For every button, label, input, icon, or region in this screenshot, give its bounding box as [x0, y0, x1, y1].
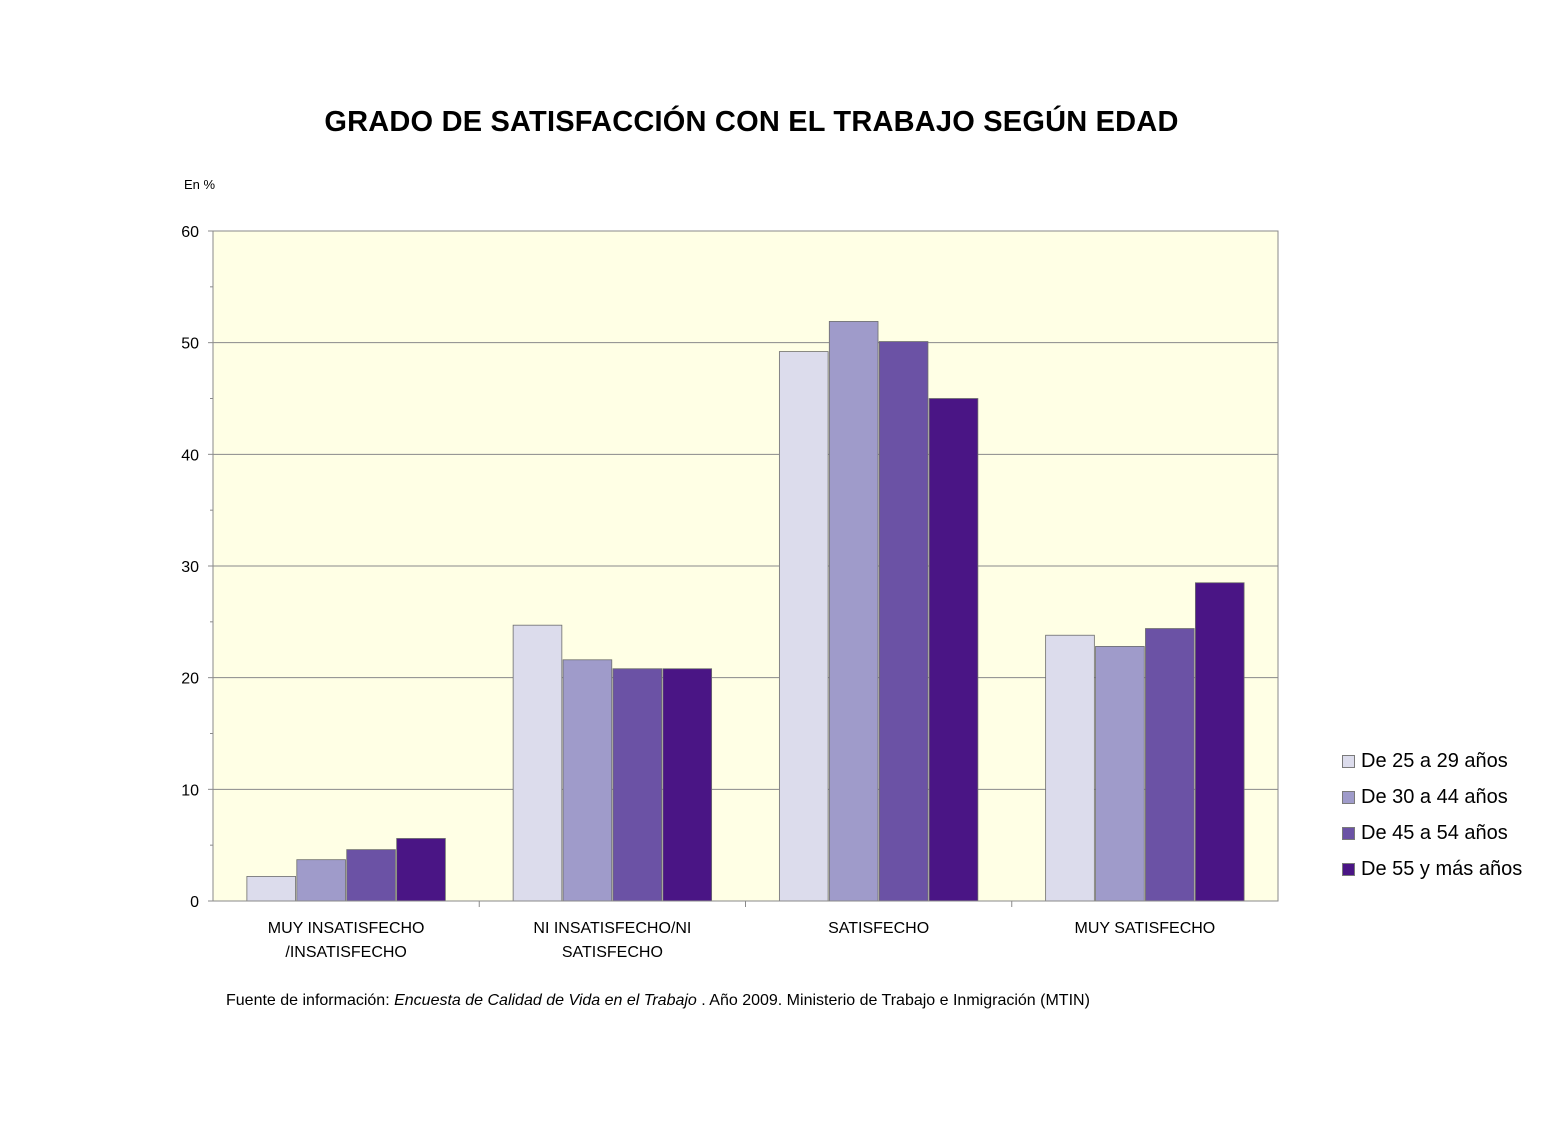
legend-label: De 45 a 54 años	[1361, 821, 1508, 844]
source-survey-title: Encuesta de Calidad de Vida en el Trabaj…	[394, 992, 697, 1009]
legend-swatch	[1342, 754, 1355, 768]
y-axis-unit-label: En %	[184, 177, 216, 192]
bar	[778, 351, 829, 902]
bar	[246, 876, 297, 902]
bar	[1095, 646, 1145, 902]
y-tick-label: 0	[190, 894, 199, 911]
bar	[1045, 634, 1095, 902]
x-tick-label: NI INSATISFECHO/NI	[533, 920, 691, 937]
x-tick-label: MUY INSATISFECHO	[268, 920, 425, 937]
legend-swatch	[1342, 826, 1355, 840]
bar	[828, 321, 879, 902]
legend-item: De 30 a 44 años	[1342, 779, 1522, 815]
legend-item: De 55 y más años	[1342, 851, 1522, 887]
legend-swatch	[1342, 790, 1355, 804]
bar	[562, 659, 613, 902]
x-tick-labels: MUY INSATISFECHO/INSATISFECHO NI INSATISF…	[268, 920, 1216, 961]
legend-swatch	[1342, 862, 1355, 876]
bar	[1145, 628, 1195, 902]
bar	[612, 668, 663, 902]
y-tick-labels: 0 10 20 30 40 50 60	[181, 224, 199, 911]
bar	[396, 838, 446, 902]
x-tick-label: /INSATISFECHO	[285, 944, 407, 961]
bar	[296, 859, 346, 902]
bar	[878, 341, 929, 902]
source-suffix: . Año 2009. Ministerio de Trabajo e Inmi…	[696, 992, 1090, 1009]
x-tick-label: SATISFECHO	[828, 920, 929, 937]
legend-label: De 30 a 44 años	[1361, 785, 1508, 808]
bar	[1194, 582, 1245, 902]
source-note: Fuente de información: Encuesta de Calid…	[226, 992, 1090, 1010]
x-tick-label: SATISFECHO	[562, 944, 663, 961]
bar	[512, 624, 563, 902]
chart-title: GRADO DE SATISFACCIÓN CON EL TRABAJO SEG…	[324, 106, 1179, 138]
legend-item: De 45 a 54 años	[1342, 815, 1522, 851]
y-tick-label: 40	[181, 447, 199, 464]
bar	[928, 398, 979, 902]
source-prefix: Fuente de información:	[226, 992, 395, 1009]
legend-label: De 25 a 29 años	[1361, 749, 1508, 772]
y-tick-label: 20	[181, 671, 199, 688]
y-tick-label: 10	[181, 782, 199, 799]
bar	[346, 849, 396, 902]
y-tick-label: 60	[181, 224, 199, 241]
axes	[208, 230, 1279, 907]
bar	[662, 668, 713, 902]
bars	[246, 321, 1245, 902]
y-tick-label: 30	[181, 559, 199, 576]
x-tick-label: MUY SATISFECHO	[1074, 920, 1215, 937]
legend-label: De 55 y más años	[1361, 857, 1523, 880]
legend-item: De 25 a 29 años	[1342, 743, 1522, 779]
y-tick-label: 50	[181, 336, 199, 353]
legend: De 25 a 29 años De 30 a 44 años De 45 a 54…	[1342, 743, 1522, 887]
